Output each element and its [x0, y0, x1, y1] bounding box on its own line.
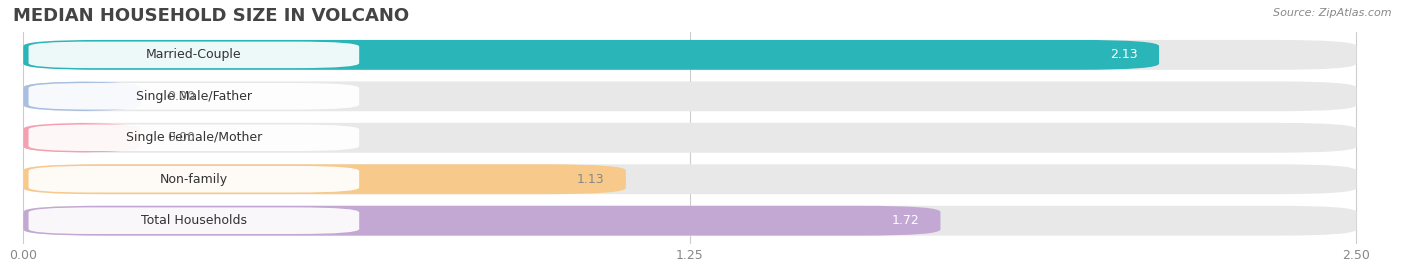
FancyBboxPatch shape [24, 82, 1357, 111]
FancyBboxPatch shape [28, 42, 359, 68]
FancyBboxPatch shape [24, 123, 141, 153]
Text: 1.13: 1.13 [576, 173, 605, 186]
Text: Single Male/Father: Single Male/Father [136, 90, 252, 103]
Text: Single Female/Mother: Single Female/Mother [125, 131, 262, 144]
FancyBboxPatch shape [24, 123, 1357, 153]
Text: 0.00: 0.00 [167, 131, 195, 144]
Text: Married-Couple: Married-Couple [146, 48, 242, 61]
Text: MEDIAN HOUSEHOLD SIZE IN VOLCANO: MEDIAN HOUSEHOLD SIZE IN VOLCANO [13, 7, 409, 25]
FancyBboxPatch shape [28, 83, 359, 109]
FancyBboxPatch shape [24, 40, 1357, 70]
FancyBboxPatch shape [24, 164, 1357, 194]
FancyBboxPatch shape [28, 166, 359, 193]
FancyBboxPatch shape [24, 40, 1159, 70]
FancyBboxPatch shape [28, 207, 359, 234]
Text: 1.72: 1.72 [891, 214, 920, 227]
FancyBboxPatch shape [24, 164, 626, 194]
FancyBboxPatch shape [24, 206, 1357, 236]
Text: Total Households: Total Households [141, 214, 247, 227]
Text: 2.13: 2.13 [1111, 48, 1137, 61]
Text: Non-family: Non-family [160, 173, 228, 186]
FancyBboxPatch shape [28, 125, 359, 151]
FancyBboxPatch shape [24, 206, 941, 236]
FancyBboxPatch shape [24, 82, 141, 111]
Text: Source: ZipAtlas.com: Source: ZipAtlas.com [1274, 8, 1392, 18]
Text: 0.00: 0.00 [167, 90, 195, 103]
